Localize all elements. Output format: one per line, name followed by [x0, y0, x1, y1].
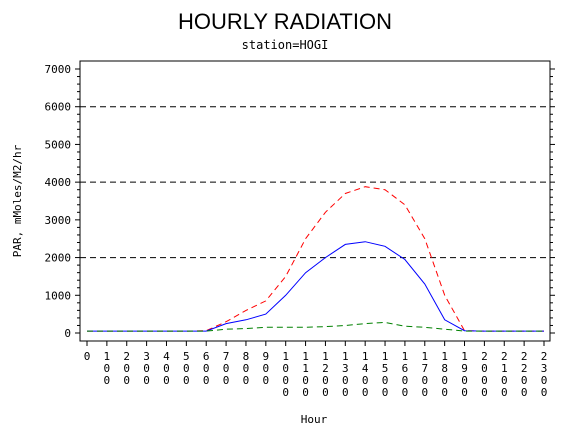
y-tick-label: 5000	[45, 138, 72, 151]
plot-frame	[79, 60, 551, 342]
y-axis: 0 1000 2000 3000 4000 5000 6000 7000	[45, 63, 555, 340]
reference-lines	[80, 106, 550, 259]
x-axis: 0 1 0 0 2 0 0 3 0 0 4 0 0 5 0 0 6 0 0 7 0 0 8 0 0 9 0 0 1 0 0 0 1 1 0 0 1 2 0 0…	[84, 341, 548, 399]
y-tick-label: 6000	[45, 101, 72, 114]
x-tick-label: 0	[84, 350, 91, 363]
series-lines	[87, 186, 544, 332]
y-tick-label: 3000	[45, 214, 72, 227]
chart-subtitle: station=HOGI	[242, 38, 329, 52]
y-axis-label: PAR, mMoles/M2/hr	[11, 144, 24, 257]
y-tick-label: 7000	[45, 63, 72, 76]
series-line-1	[87, 186, 544, 332]
chart-title: HOURLY RADIATION	[178, 9, 392, 34]
x-axis-label: Hour	[301, 413, 328, 426]
series-line-3	[87, 321, 544, 332]
y-tick-label: 1000	[45, 289, 72, 302]
y-tick-label: 2000	[45, 252, 72, 265]
series-line-2	[87, 241, 544, 332]
y-tick-label: 4000	[45, 176, 72, 189]
y-tick-label: 0	[64, 327, 71, 340]
